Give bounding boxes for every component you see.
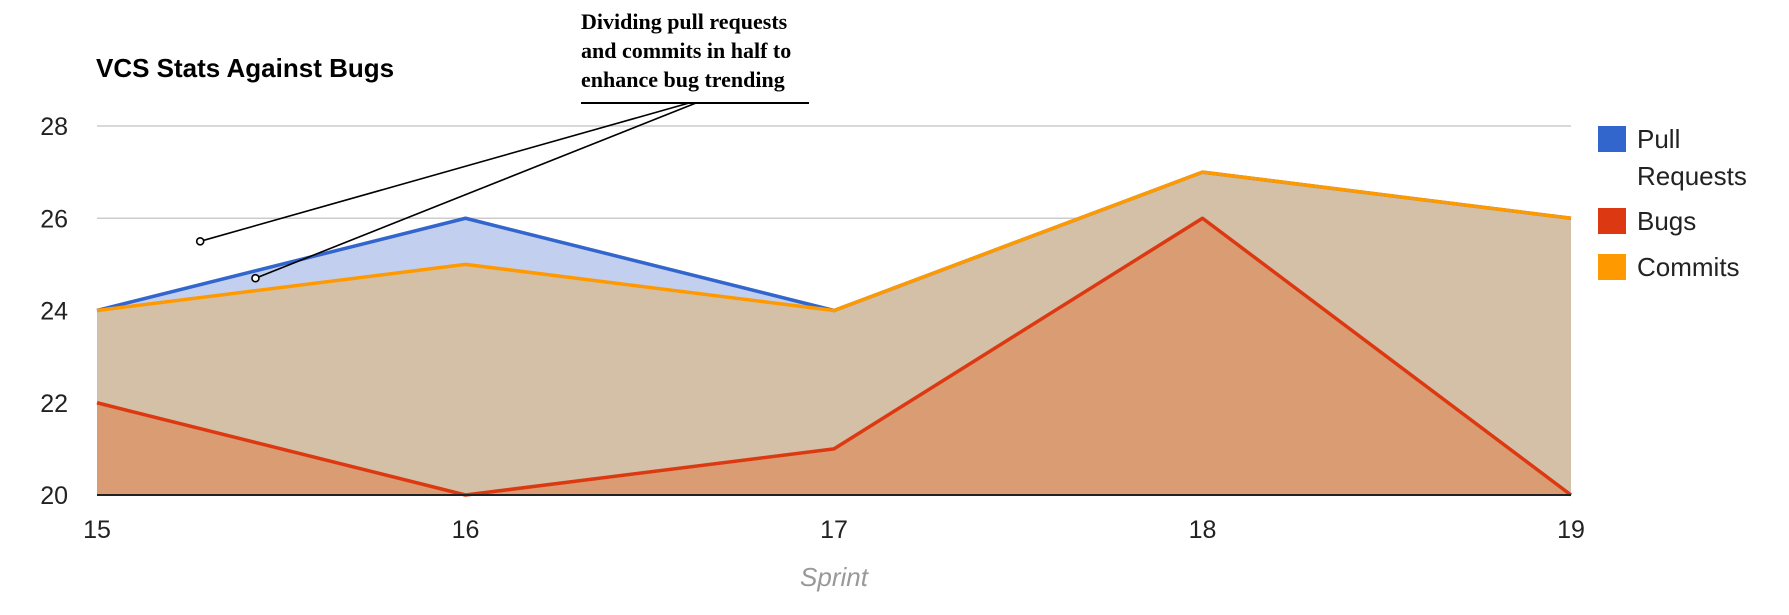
area-bugs: [97, 218, 1571, 495]
x-tick-label: 15: [83, 516, 111, 544]
area-fills: [97, 172, 1571, 495]
line-bugs: [96, 216, 1573, 497]
y-tick-label: 26: [40, 205, 68, 233]
legend-label: Bugs: [1637, 206, 1696, 236]
annotation-leader-line: [199, 102, 690, 243]
y-tick-label: 28: [40, 113, 68, 141]
legend-label: Commits: [1637, 252, 1740, 282]
chart-title: VCS Stats Against Bugs: [96, 53, 394, 83]
annotation-leader-line: [255, 102, 697, 279]
legend: Pull Requests Bugs Commits: [1598, 124, 1747, 282]
annotation-text-line: Dividing pull requests: [581, 9, 788, 34]
annotation-text-line: enhance bug trending: [581, 67, 785, 92]
series-lines: [96, 170, 1573, 497]
x-tick-label: 18: [1189, 516, 1217, 544]
annotation-target-marker: [195, 237, 205, 246]
legend-label: Requests: [1637, 161, 1747, 191]
line-commits: [96, 170, 1572, 313]
y-tick-label: 22: [40, 390, 68, 418]
annotation: Dividing pull requests and commits in hal…: [195, 9, 809, 283]
annotation-target-marker: [251, 273, 260, 283]
legend-swatch: [1598, 254, 1626, 280]
x-tick-label: 17: [820, 516, 848, 544]
y-tick-label: 20: [40, 482, 68, 510]
legend-swatch: [1598, 208, 1626, 234]
annotation-text-line: and commits in half to: [581, 38, 791, 63]
x-tick-label: 19: [1557, 516, 1585, 544]
x-axis-label: Sprint: [800, 562, 870, 592]
x-tick-label: 16: [452, 516, 480, 544]
axes: 20 22 24 26 28 15 16 17 18 19: [40, 113, 1585, 544]
y-tick-label: 24: [40, 298, 68, 326]
legend-label: Pull: [1637, 124, 1680, 154]
legend-swatch: [1598, 126, 1626, 152]
